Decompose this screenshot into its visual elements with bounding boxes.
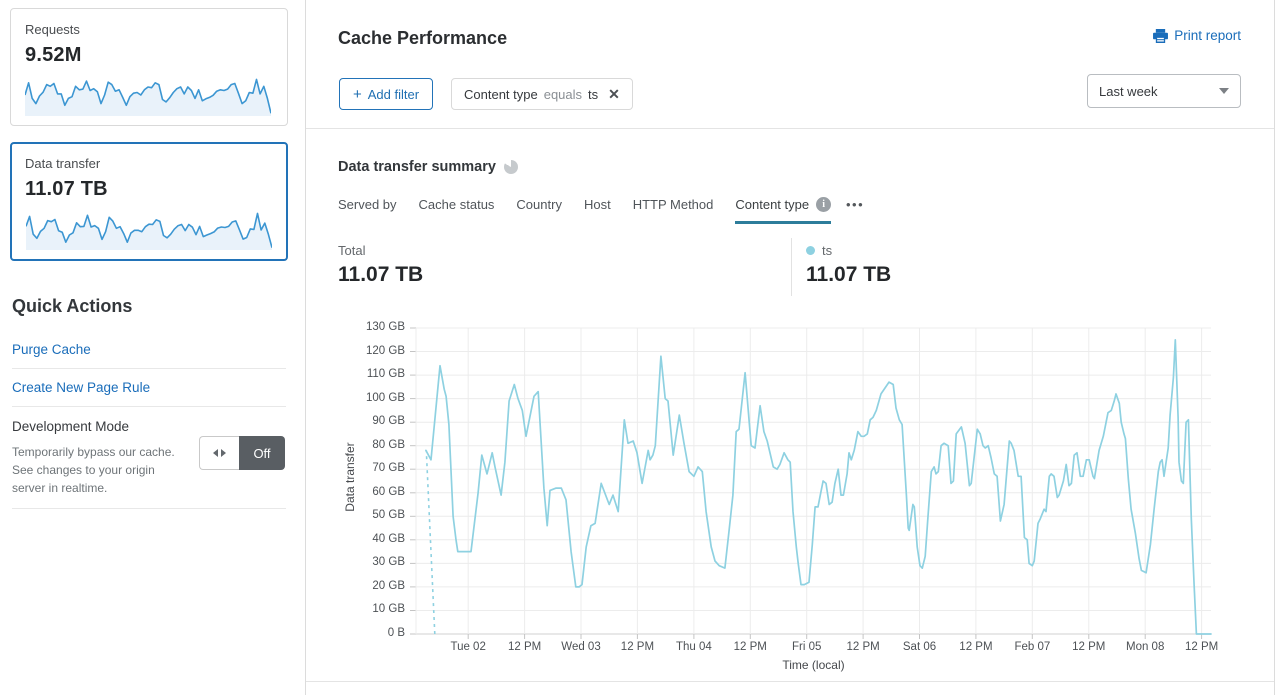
divider (12, 508, 286, 509)
y-axis-tick-label: 100 GB (366, 391, 405, 404)
y-axis-tick-label: 80 GB (372, 438, 405, 451)
tab-http-method[interactable]: HTTP Method (633, 197, 714, 221)
plus-icon: + (353, 85, 362, 103)
tab-label: Served by (338, 197, 397, 212)
tab-content-type[interactable]: Content type i (735, 197, 832, 224)
y-axis-tick-label: 0 B (387, 627, 405, 639)
total-label: Total (338, 243, 366, 258)
tab-cache-status[interactable]: Cache status (419, 197, 495, 221)
tab-country[interactable]: Country (516, 197, 562, 221)
chevron-down-icon (1219, 88, 1229, 94)
series-legend-value: 11.07 TB (806, 263, 892, 286)
x-axis-tick-label: 12 PM (846, 641, 880, 653)
close-icon[interactable]: ✕ (608, 85, 620, 102)
divider (306, 681, 1274, 682)
printer-icon (1153, 28, 1169, 43)
metric-label: Data transfer (25, 156, 101, 171)
print-report-label: Print report (1174, 28, 1241, 43)
time-range-value: Last week (1099, 83, 1158, 99)
divider (12, 368, 286, 369)
main-panel: Cache Performance Print report + Add fil… (305, 0, 1275, 695)
filter-operator: equals (543, 86, 583, 102)
y-axis-tick-label: 60 GB (372, 485, 405, 498)
x-axis-tick-label: Sat 06 (902, 641, 937, 653)
divider (306, 128, 1274, 129)
data-freshness-pie-icon (503, 160, 518, 174)
data-transfer-chart: Data transfer 0 B 10 GB 20 GB 30 GB 40 GB 50 … (306, 310, 1274, 680)
toggle-off-label: Off (239, 436, 285, 470)
data-transfer-sparkline-chart (26, 212, 272, 250)
toggle-arrows-icon (199, 436, 239, 470)
divider (12, 406, 286, 407)
legend-block[interactable]: ts 11.07 TB (806, 243, 891, 287)
y-axis-tick-label: 10 GB (372, 603, 405, 616)
x-axis-tick-label: 12 PM (620, 641, 655, 653)
info-icon[interactable]: i (816, 197, 832, 212)
dimension-tabs: Served by Cache status Country Host HTTP Met… (338, 197, 832, 224)
x-axis-tick-label: Tue 02 (450, 641, 486, 653)
x-axis-title: Time (local) (782, 658, 845, 672)
time-range-select[interactable]: Last week (1087, 74, 1241, 108)
tab-label: HTTP Method (632, 197, 714, 212)
purge-cache-link[interactable]: Purge Cache (12, 342, 91, 357)
y-axis-tick-label: 120 GB (366, 344, 405, 357)
requests-sparkline-chart (25, 78, 271, 116)
y-axis-tick-label: 40 GB (372, 532, 405, 545)
divider (791, 238, 792, 296)
metric-value: 9.52M (25, 44, 82, 66)
total-block: Total 11.07 TB (338, 243, 423, 287)
metric-card-requests[interactable]: Requests 9.52M (10, 8, 288, 126)
y-axis-tick-label: 20 GB (372, 579, 405, 592)
metric-label: Requests (25, 22, 80, 37)
x-axis-tick-label: 12 PM (733, 641, 767, 653)
metric-card-data-transfer[interactable]: Data transfer 11.07 TB (10, 142, 288, 261)
development-mode-title: Development Mode (12, 419, 130, 434)
section-title-text: Data transfer summary (338, 159, 496, 175)
y-axis-tick-label: 130 GB (366, 321, 405, 333)
tab-served-by[interactable]: Served by (338, 197, 397, 221)
x-axis-tick-label: Wed 03 (561, 641, 601, 653)
tab-label: Cache status (418, 197, 495, 212)
tab-label: Content type (735, 197, 810, 212)
section-title: Data transfer summary (338, 159, 518, 175)
tab-label: Country (516, 197, 562, 212)
y-axis-tick-label: 70 GB (372, 462, 405, 475)
filter-value: ts (588, 86, 599, 102)
total-value: 11.07 TB (338, 263, 424, 286)
filter-field: Content type (464, 86, 538, 102)
y-axis-tick-label: 90 GB (372, 415, 405, 428)
y-axis-tick-label: 50 GB (372, 509, 405, 522)
development-mode-description: Temporarily bypass our cache. See change… (12, 445, 175, 495)
x-axis-tick-label: Thu 04 (675, 641, 712, 653)
tab-label: Host (583, 197, 611, 212)
add-filter-button[interactable]: + Add filter (339, 78, 434, 110)
y-axis-tick-label: 30 GB (372, 556, 405, 569)
page-title: Cache Performance (338, 28, 508, 48)
x-axis-tick-label: 12 PM (1072, 641, 1106, 653)
development-mode-toggle[interactable]: Off (199, 436, 285, 470)
series-legend-dot (806, 246, 815, 255)
series-legend-name: ts (822, 243, 833, 258)
add-filter-label: Add filter (367, 86, 420, 102)
x-axis-tick-label: 12 PM (1184, 641, 1219, 653)
x-axis-tick-label: 12 PM (507, 641, 542, 653)
x-axis-tick-label: Fri 05 (791, 641, 822, 653)
create-page-rule-link[interactable]: Create New Page Rule (12, 380, 151, 395)
print-report-link[interactable]: Print report (1153, 28, 1241, 43)
more-tabs-button[interactable]: ••• (846, 197, 865, 212)
x-axis-tick-label: Mon 08 (1125, 641, 1165, 653)
x-axis-tick-label: Feb 07 (1014, 641, 1051, 653)
chart-plot-area[interactable] (410, 327, 1212, 639)
quick-actions-title: Quick Actions (12, 296, 133, 316)
y-axis-tick-label: 110 GB (366, 368, 405, 381)
filter-chip-content-type[interactable]: Content type equals ts ✕ (451, 78, 633, 110)
metric-value: 11.07 TB (25, 178, 108, 200)
x-axis-tick-label: 12 PM (959, 641, 993, 653)
tab-host[interactable]: Host (584, 197, 611, 221)
